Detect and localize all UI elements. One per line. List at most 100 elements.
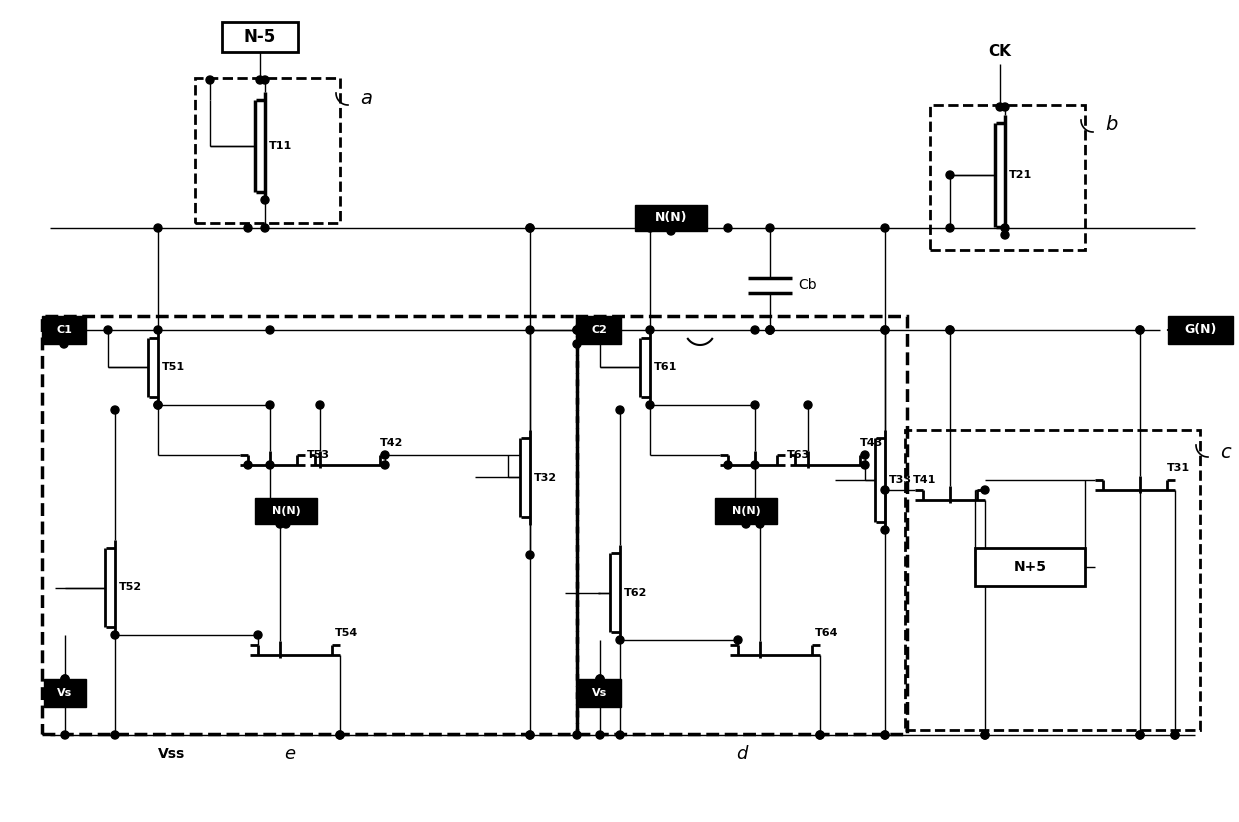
Text: N(N): N(N)	[271, 506, 300, 516]
Text: T52: T52	[119, 583, 142, 593]
Circle shape	[59, 340, 68, 348]
Circle shape	[766, 224, 774, 232]
Circle shape	[1136, 731, 1144, 739]
Circle shape	[1171, 731, 1180, 739]
Circle shape	[276, 520, 284, 528]
Circle shape	[154, 326, 162, 334]
Circle shape	[154, 401, 162, 409]
Text: e: e	[284, 745, 295, 763]
Circle shape	[881, 486, 890, 494]
Text: N+5: N+5	[1014, 560, 1047, 574]
Circle shape	[596, 326, 603, 334]
Text: T43: T43	[860, 438, 883, 448]
Circle shape	[947, 326, 954, 334]
Circle shape	[766, 326, 774, 334]
Circle shape	[154, 224, 162, 232]
Circle shape	[206, 76, 214, 84]
Circle shape	[616, 406, 624, 414]
Circle shape	[266, 401, 274, 409]
Circle shape	[382, 461, 389, 469]
Bar	[222, 22, 299, 52]
Circle shape	[61, 675, 69, 683]
Circle shape	[881, 326, 890, 334]
Bar	[577, 316, 621, 344]
Circle shape	[266, 461, 274, 469]
Circle shape	[256, 76, 264, 84]
Bar	[930, 105, 1085, 250]
Circle shape	[254, 631, 261, 639]
Circle shape	[817, 731, 824, 739]
Circle shape	[861, 451, 869, 459]
Bar	[715, 498, 777, 524]
Circle shape	[261, 196, 269, 204]
Circle shape	[527, 224, 534, 232]
Text: d: d	[736, 745, 747, 763]
Circle shape	[981, 486, 989, 494]
Text: T42: T42	[380, 438, 404, 448]
Bar	[1168, 316, 1233, 344]
Bar	[636, 205, 707, 231]
Circle shape	[766, 326, 774, 334]
Circle shape	[751, 401, 760, 409]
Text: N(N): N(N)	[654, 211, 688, 224]
Circle shape	[596, 675, 603, 683]
Circle shape	[596, 731, 603, 739]
Circle shape	[817, 731, 824, 739]
Text: T31: T31	[1167, 463, 1191, 473]
Circle shape	[861, 461, 869, 469]
Text: c: c	[1220, 442, 1230, 461]
Circle shape	[572, 731, 581, 739]
Circle shape	[981, 731, 989, 739]
Text: T21: T21	[1009, 170, 1032, 180]
Text: a: a	[361, 89, 372, 108]
Bar	[195, 78, 339, 223]
Circle shape	[1001, 224, 1009, 232]
Circle shape	[947, 171, 954, 179]
Circle shape	[104, 326, 112, 334]
Circle shape	[61, 675, 69, 683]
Circle shape	[261, 76, 269, 84]
Circle shape	[804, 401, 812, 409]
Text: N(N): N(N)	[731, 506, 761, 516]
Circle shape	[336, 731, 344, 739]
Circle shape	[724, 461, 732, 469]
Circle shape	[616, 636, 624, 644]
Circle shape	[382, 451, 389, 459]
Bar	[975, 548, 1085, 586]
Circle shape	[572, 326, 581, 334]
Circle shape	[756, 520, 764, 528]
Circle shape	[881, 326, 890, 334]
Circle shape	[1136, 326, 1144, 334]
Circle shape	[527, 551, 534, 559]
Bar	[904, 430, 1201, 730]
Circle shape	[766, 326, 774, 334]
Circle shape	[1136, 731, 1144, 739]
Circle shape	[1171, 731, 1180, 739]
Circle shape	[646, 401, 654, 409]
Text: G(N): G(N)	[1184, 324, 1217, 336]
Circle shape	[1136, 326, 1144, 334]
Bar	[255, 498, 317, 524]
Circle shape	[61, 731, 69, 739]
Bar	[45, 679, 85, 707]
Text: Cb: Cb	[798, 278, 817, 292]
Circle shape	[527, 326, 534, 334]
Bar	[577, 316, 907, 734]
Text: T51: T51	[162, 363, 185, 372]
Circle shape	[742, 520, 750, 528]
Bar	[42, 316, 577, 734]
Circle shape	[881, 526, 890, 534]
Circle shape	[881, 731, 890, 739]
Circle shape	[112, 731, 119, 739]
Text: C1: C1	[56, 325, 72, 335]
Circle shape	[947, 224, 954, 232]
Circle shape	[154, 401, 162, 409]
Circle shape	[996, 103, 1004, 111]
Text: Vs: Vs	[57, 688, 73, 698]
Circle shape	[751, 326, 760, 334]
Circle shape	[947, 326, 954, 334]
Circle shape	[646, 224, 654, 232]
Circle shape	[244, 224, 252, 232]
Circle shape	[266, 326, 274, 334]
Circle shape	[572, 340, 581, 348]
